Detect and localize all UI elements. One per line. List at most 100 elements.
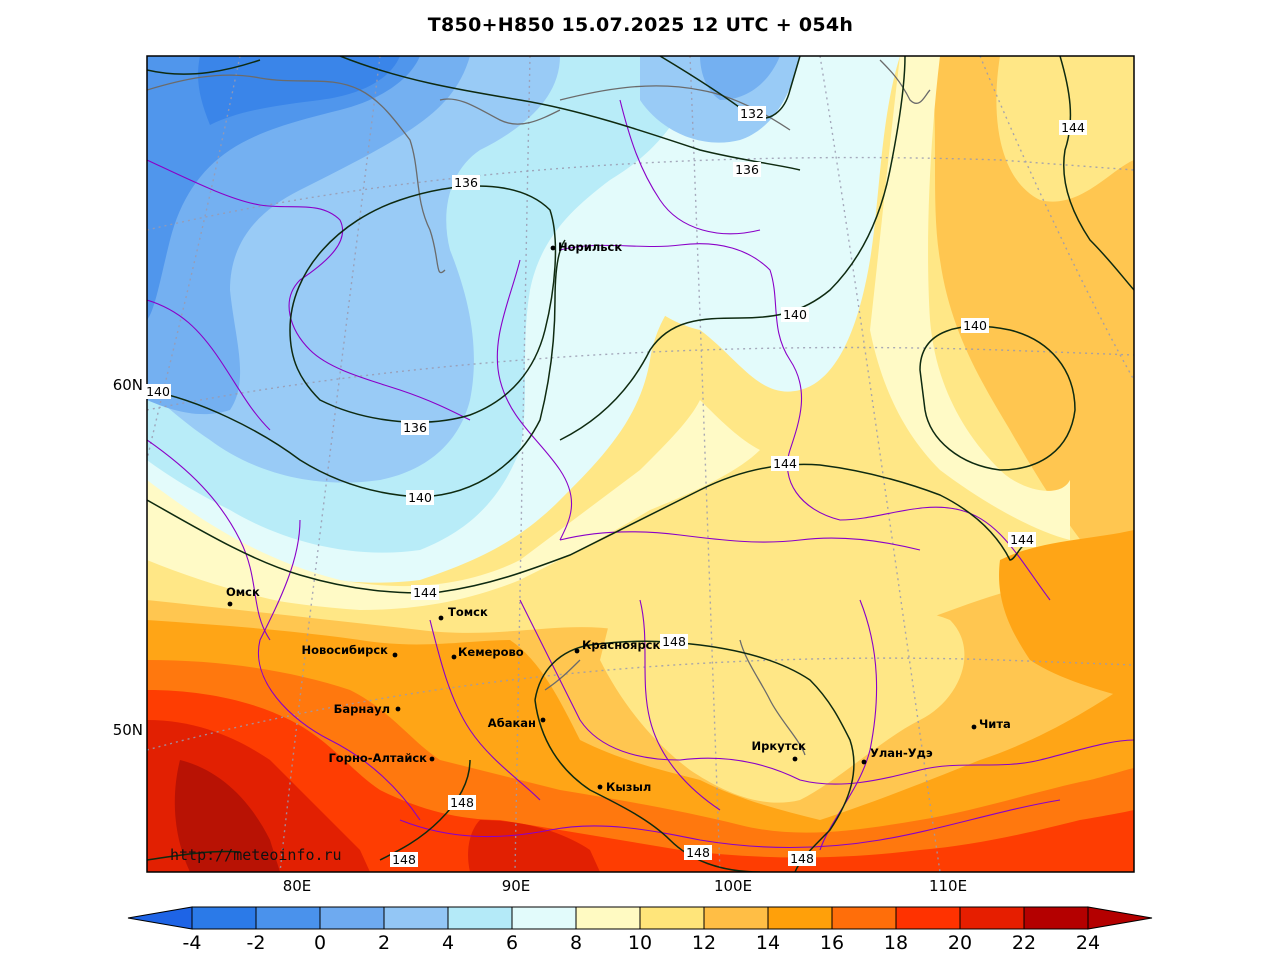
svg-text:Кемерово: Кемерово — [458, 645, 524, 659]
contour-label: 144 — [411, 585, 439, 600]
city-kyzyl: Кызыл — [597, 780, 651, 794]
svg-text:140: 140 — [783, 307, 807, 322]
city-gorno-altaysk: Горно-Алтайск — [328, 751, 435, 765]
graticule — [147, 56, 1134, 872]
colorbar-tick-label: 2 — [378, 932, 390, 954]
city-tomsk: Томск — [438, 605, 488, 621]
colorbar-segment — [1023, 906, 1089, 930]
svg-text:148: 148 — [450, 795, 474, 810]
contour-labels: 132 136 136 136 140 140 140 140 144 144 … — [145, 106, 1087, 867]
colorbar-tick-label: 4 — [442, 932, 454, 954]
colorbar-segment — [575, 906, 641, 930]
colorbar-tick-label: 14 — [756, 932, 780, 954]
contour-label: 136 — [733, 162, 761, 177]
lon-label-80e: 80E — [283, 877, 312, 895]
colorbar-tick-label: -4 — [183, 932, 202, 954]
contour-label: 148 — [788, 851, 816, 866]
contour-label: 144 — [1059, 120, 1087, 135]
lon-label-100e: 100E — [714, 877, 752, 895]
svg-text:Барнаул: Барнаул — [334, 702, 390, 716]
contour-label: 144 — [1008, 532, 1036, 547]
contour-label: 140 — [781, 307, 809, 322]
colorbar-tick-label: 10 — [628, 932, 652, 954]
map-frame — [146, 55, 1135, 873]
colorbar-segment — [831, 906, 897, 930]
colorbar-tick-label: 6 — [506, 932, 518, 954]
colorbar-segment — [319, 906, 385, 930]
svg-text:144: 144 — [1061, 120, 1085, 135]
svg-text:148: 148 — [392, 852, 416, 867]
svg-text:148: 148 — [686, 845, 710, 860]
city-chita: Чита — [971, 717, 1011, 731]
colorbar-tick-label: 22 — [1012, 932, 1036, 954]
city-irkutsk: Иркутск — [752, 739, 807, 762]
colorbar-segment — [959, 906, 1025, 930]
colorbar-extend-low — [127, 906, 193, 930]
axis-labels: 60N 50N 80E 90E 100E 110E — [113, 376, 967, 895]
contour-label: 148 — [390, 852, 418, 867]
colorbar-segment — [895, 906, 961, 930]
contour-label: 144 — [771, 456, 799, 471]
svg-text:Улан-Удэ: Улан-Удэ — [870, 746, 933, 760]
city-kemerovo: Кемерово — [451, 645, 524, 660]
temperature-field — [147, 56, 1134, 872]
city-omsk: Омск — [226, 585, 260, 607]
svg-text:136: 136 — [454, 175, 478, 190]
contour-label: 136 — [401, 420, 429, 435]
svg-text:148: 148 — [790, 851, 814, 866]
svg-text:Норильск: Норильск — [558, 240, 622, 254]
colorbar-tick-label: 20 — [948, 932, 972, 954]
svg-text:Томск: Томск — [448, 605, 488, 619]
contour-label: 148 — [684, 845, 712, 860]
colorbar-tick-label: 18 — [884, 932, 908, 954]
svg-text:148: 148 — [662, 634, 686, 649]
contour-label: 136 — [452, 175, 480, 190]
colorbar-tick-label: 24 — [1076, 932, 1100, 954]
lon-label-110e: 110E — [929, 877, 967, 895]
contour-label: 148 — [660, 634, 688, 649]
city-norilsk: Норильск — [550, 240, 622, 254]
colorbar-tick-label: 8 — [570, 932, 582, 954]
colorbar-tick-label: 12 — [692, 932, 716, 954]
lat-label-60n: 60N — [113, 376, 143, 394]
lat-label-50n: 50N — [113, 721, 143, 739]
svg-text:Красноярск: Красноярск — [582, 638, 660, 652]
city-krasnoyarsk: Красноярск — [574, 638, 660, 654]
city-barnaul: Барнаул — [334, 702, 401, 716]
chart-title: T850+H850 15.07.2025 12 UTC + 054h — [427, 14, 854, 36]
colorbar-segment — [767, 906, 833, 930]
svg-text:144: 144 — [1010, 532, 1034, 547]
colorbar-segment — [511, 906, 577, 930]
svg-text:Новосибирск: Новосибирск — [301, 643, 388, 657]
svg-text:136: 136 — [735, 162, 759, 177]
colorbar-segment — [447, 906, 513, 930]
svg-text:140: 140 — [963, 318, 987, 333]
contour-label: 140 — [145, 384, 171, 399]
colorbar-segment — [191, 906, 257, 930]
svg-text:Иркутск: Иркутск — [752, 739, 807, 753]
svg-text:Кызыл: Кызыл — [606, 780, 651, 794]
svg-text:Абакан: Абакан — [488, 716, 536, 730]
svg-text:Чита: Чита — [979, 717, 1011, 731]
colorbar-extend-high — [1087, 906, 1153, 930]
credit-text: http://meteoinfo.ru — [170, 846, 342, 864]
contour-label: 140 — [961, 318, 989, 333]
contour-label: 148 — [448, 795, 476, 810]
colorbar: -4 -2 0 2 4 6 8 10 12 14 16 18 20 22 24 — [127, 906, 1153, 954]
svg-text:144: 144 — [413, 585, 437, 600]
svg-text:140: 140 — [146, 384, 170, 399]
contour-label: 140 — [406, 490, 434, 505]
colorbar-tick-label: 16 — [820, 932, 844, 954]
colorbar-segment — [383, 906, 449, 930]
svg-text:132: 132 — [740, 106, 764, 121]
contour-label: 132 — [738, 106, 766, 121]
region-borders — [147, 99, 1134, 851]
colorbar-tick-label: -2 — [247, 932, 266, 954]
city-abakan: Абакан — [488, 716, 546, 730]
colorbar-tick-label: 0 — [314, 932, 326, 954]
colorbar-segment — [255, 906, 321, 930]
city-ulan-ude: Улан-Удэ — [861, 746, 933, 765]
colorbar-segment — [703, 906, 769, 930]
city-novosibirsk: Новосибирск — [301, 643, 398, 658]
